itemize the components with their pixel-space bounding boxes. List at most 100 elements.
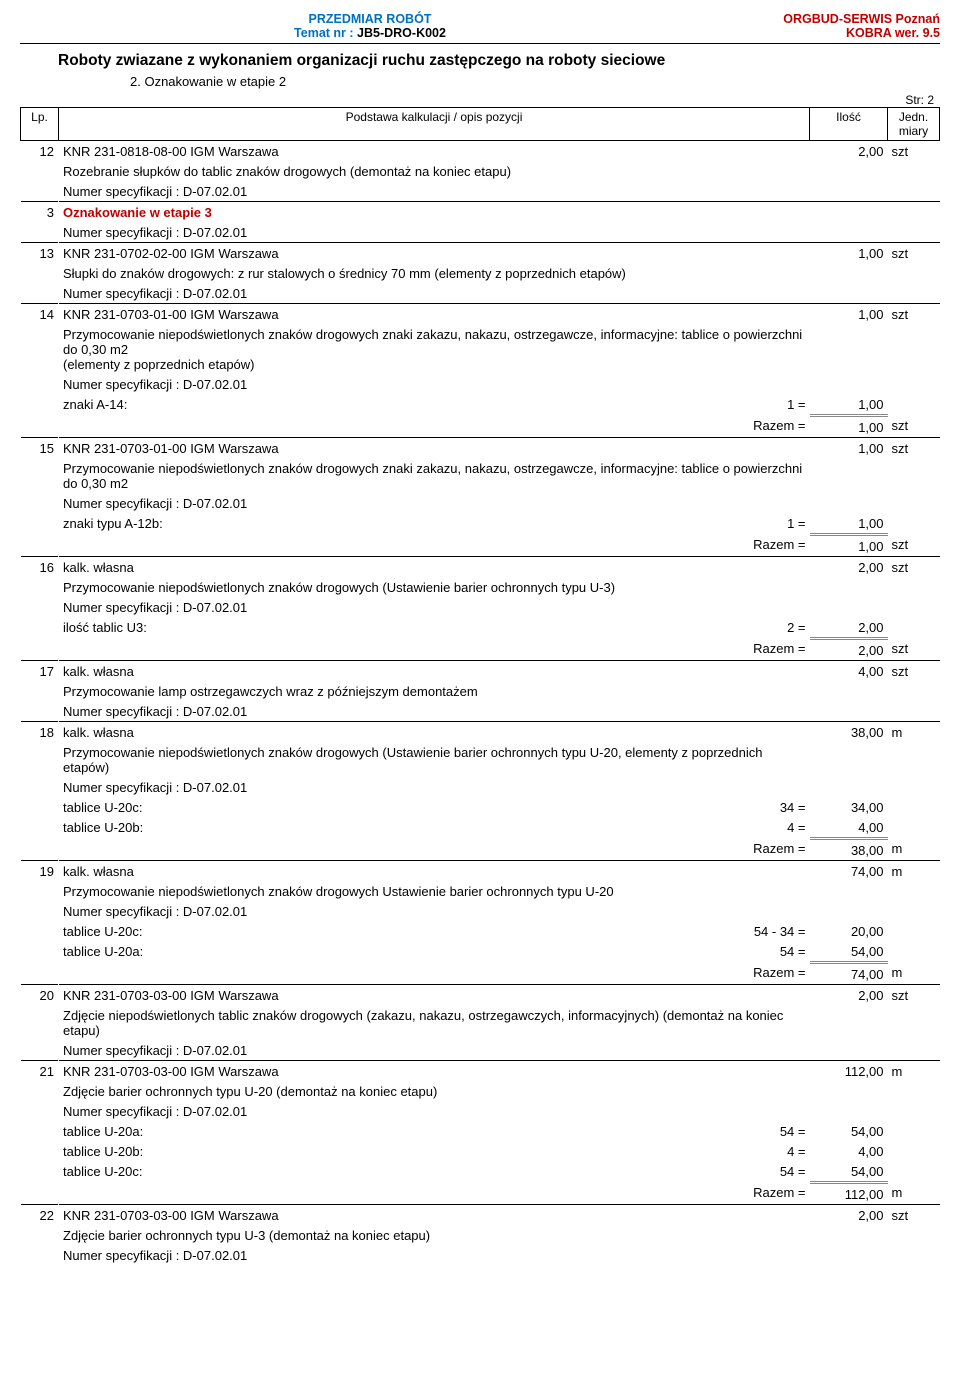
- item-title-row: 12KNR 231-0818-08-00 IGM Warszawa2,00szt: [21, 141, 940, 162]
- item-unit: m: [888, 722, 940, 743]
- item-desc: Zdjęcie niepodświetlonych tablic znaków …: [59, 1005, 810, 1040]
- calc-eq: 34 =: [690, 797, 810, 817]
- calc-label: tablice U-20b:: [59, 1141, 690, 1161]
- item-desc-row: Zdjęcie barier ochronnych typu U-20 (dem…: [21, 1081, 940, 1101]
- item-title-row: 14KNR 231-0703-01-00 IGM Warszawa1,00szt: [21, 304, 940, 325]
- item-desc: Zdjęcie barier ochronnych typu U-20 (dem…: [59, 1081, 810, 1101]
- calc-row: tablice U-20c:54 =54,00: [21, 1161, 940, 1183]
- item-desc: Słupki do znaków drogowych: z rur stalow…: [59, 263, 810, 283]
- item-title-row: 16kalk. własna2,00szt: [21, 557, 940, 578]
- item-qty: 2,00: [810, 985, 888, 1006]
- item-desc-row: Słupki do znaków drogowych: z rur stalow…: [21, 263, 940, 283]
- item-spec-row: Numer specyfikacji : D-07.02.01: [21, 1040, 940, 1061]
- calc-eq: 54 - 34 =: [690, 921, 810, 941]
- razem-label: Razem =: [690, 416, 810, 438]
- calc-label: tablice U-20c:: [59, 1161, 690, 1183]
- item-title: KNR 231-0703-03-00 IGM Warszawa: [59, 985, 810, 1006]
- item-desc: Przymocowanie niepodświetlonych znaków d…: [59, 324, 810, 374]
- razem-row: Razem =1,00szt: [21, 416, 940, 438]
- razem-qty: 1,00: [810, 416, 888, 438]
- razem-unit: m: [888, 963, 940, 985]
- calc-eq: 1 =: [690, 513, 810, 535]
- item-title: KNR 231-0703-03-00 IGM Warszawa: [59, 1061, 810, 1082]
- calc-row: znaki typu A-12b:1 =1,00: [21, 513, 940, 535]
- item-title-row: 19kalk. własna74,00m: [21, 861, 940, 882]
- header-right: ORGBUD-SERWIS Poznań KOBRA wer. 9.5: [720, 12, 940, 40]
- th-desc: Podstawa kalkulacji / opis pozycji: [59, 108, 810, 141]
- item-desc: Przymocowanie lamp ostrzegawczych wraz z…: [59, 681, 810, 701]
- calc-val: 4,00: [810, 817, 888, 839]
- calc-eq: 4 =: [690, 1141, 810, 1161]
- calc-eq: 4 =: [690, 817, 810, 839]
- item-title: KNR 231-0703-01-00 IGM Warszawa: [59, 438, 810, 459]
- calc-val: 34,00: [810, 797, 888, 817]
- calc-val: 4,00: [810, 1141, 888, 1161]
- calc-label: tablice U-20c:: [59, 797, 690, 817]
- item-lp: 21: [21, 1061, 59, 1082]
- item-qty: 38,00: [810, 722, 888, 743]
- item-qty: 112,00: [810, 1061, 888, 1082]
- item-spec: Numer specyfikacji : D-07.02.01: [59, 901, 810, 921]
- temat-label: Temat nr :: [294, 26, 357, 40]
- razem-unit: szt: [888, 639, 940, 661]
- item-qty: 4,00: [810, 661, 888, 682]
- item-qty: 2,00: [810, 557, 888, 578]
- item-title: KNR 231-0703-01-00 IGM Warszawa: [59, 304, 810, 325]
- item-lp: 15: [21, 438, 59, 459]
- item-qty: [810, 202, 888, 223]
- calc-val: 54,00: [810, 941, 888, 963]
- header-rule: [20, 43, 940, 44]
- temat-line: Temat nr : JB5-DRO-K002: [20, 26, 720, 40]
- item-title-row: 18kalk. własna38,00m: [21, 722, 940, 743]
- calc-label: znaki typu A-12b:: [59, 513, 690, 535]
- header-left: PRZEDMIAR ROBÓT Temat nr : JB5-DRO-K002: [20, 12, 720, 40]
- calc-eq: 1 =: [690, 394, 810, 416]
- calc-row: ilość tablic U3:2 =2,00: [21, 617, 940, 639]
- item-spec-row: Numer specyfikacji : D-07.02.01: [21, 374, 940, 394]
- calc-label: tablice U-20a:: [59, 1121, 690, 1141]
- item-spec-row: Numer specyfikacji : D-07.02.01: [21, 493, 940, 513]
- item-unit: m: [888, 861, 940, 882]
- calc-val: 1,00: [810, 513, 888, 535]
- kobra-label: KOBRA wer. 9.5: [720, 26, 940, 40]
- item-title: KNR 231-0702-02-00 IGM Warszawa: [59, 243, 810, 264]
- item-spec: Numer specyfikacji : D-07.02.01: [59, 1040, 810, 1061]
- estimate-table: Lp. Podstawa kalkulacji / opis pozycji I…: [20, 107, 940, 1265]
- item-desc-row: Przymocowanie niepodświetlonych znaków d…: [21, 881, 940, 901]
- item-spec: Numer specyfikacji : D-07.02.01: [59, 1245, 810, 1265]
- item-unit: szt: [888, 661, 940, 682]
- item-desc-row: Zdjęcie niepodświetlonych tablic znaków …: [21, 1005, 940, 1040]
- page-title: Roboty zwiazane z wykonaniem organizacji…: [20, 52, 940, 70]
- item-spec-row: Numer specyfikacji : D-07.02.01: [21, 901, 940, 921]
- item-lp: 13: [21, 243, 59, 264]
- item-title-row: 15KNR 231-0703-01-00 IGM Warszawa1,00szt: [21, 438, 940, 459]
- item-qty: 2,00: [810, 1205, 888, 1226]
- item-title: Oznakowanie w etapie 3: [59, 202, 810, 223]
- razem-row: Razem =112,00m: [21, 1183, 940, 1205]
- item-spec: Numer specyfikacji : D-07.02.01: [59, 777, 810, 797]
- item-spec: Numer specyfikacji : D-07.02.01: [59, 181, 810, 202]
- item-qty: 2,00: [810, 141, 888, 162]
- item-desc: Rozebranie słupków do tablic znaków drog…: [59, 161, 810, 181]
- calc-val: 20,00: [810, 921, 888, 941]
- item-lp: 18: [21, 722, 59, 743]
- item-qty: 1,00: [810, 438, 888, 459]
- item-lp: 19: [21, 861, 59, 882]
- razem-row: Razem =38,00m: [21, 839, 940, 861]
- item-title: KNR 231-0818-08-00 IGM Warszawa: [59, 141, 810, 162]
- item-spec-row: Numer specyfikacji : D-07.02.01: [21, 1101, 940, 1121]
- razem-row: Razem =1,00szt: [21, 535, 940, 557]
- calc-label: tablice U-20c:: [59, 921, 690, 941]
- calc-row: tablice U-20b:4 =4,00: [21, 1141, 940, 1161]
- razem-label: Razem =: [690, 535, 810, 557]
- calc-label: tablice U-20a:: [59, 941, 690, 963]
- item-spec: Numer specyfikacji : D-07.02.01: [59, 222, 810, 243]
- item-title-row: 3Oznakowanie w etapie 3: [21, 202, 940, 223]
- razem-qty: 112,00: [810, 1183, 888, 1205]
- razem-row: Razem =2,00szt: [21, 639, 940, 661]
- item-desc-row: Zdjęcie barier ochronnych typu U-3 (demo…: [21, 1225, 940, 1245]
- item-desc-row: Przymocowanie niepodświetlonych znaków d…: [21, 458, 940, 493]
- item-desc-row: Przymocowanie niepodświetlonych znaków d…: [21, 577, 940, 597]
- calc-row: tablice U-20c:54 - 34 =20,00: [21, 921, 940, 941]
- item-spec: Numer specyfikacji : D-07.02.01: [59, 283, 810, 304]
